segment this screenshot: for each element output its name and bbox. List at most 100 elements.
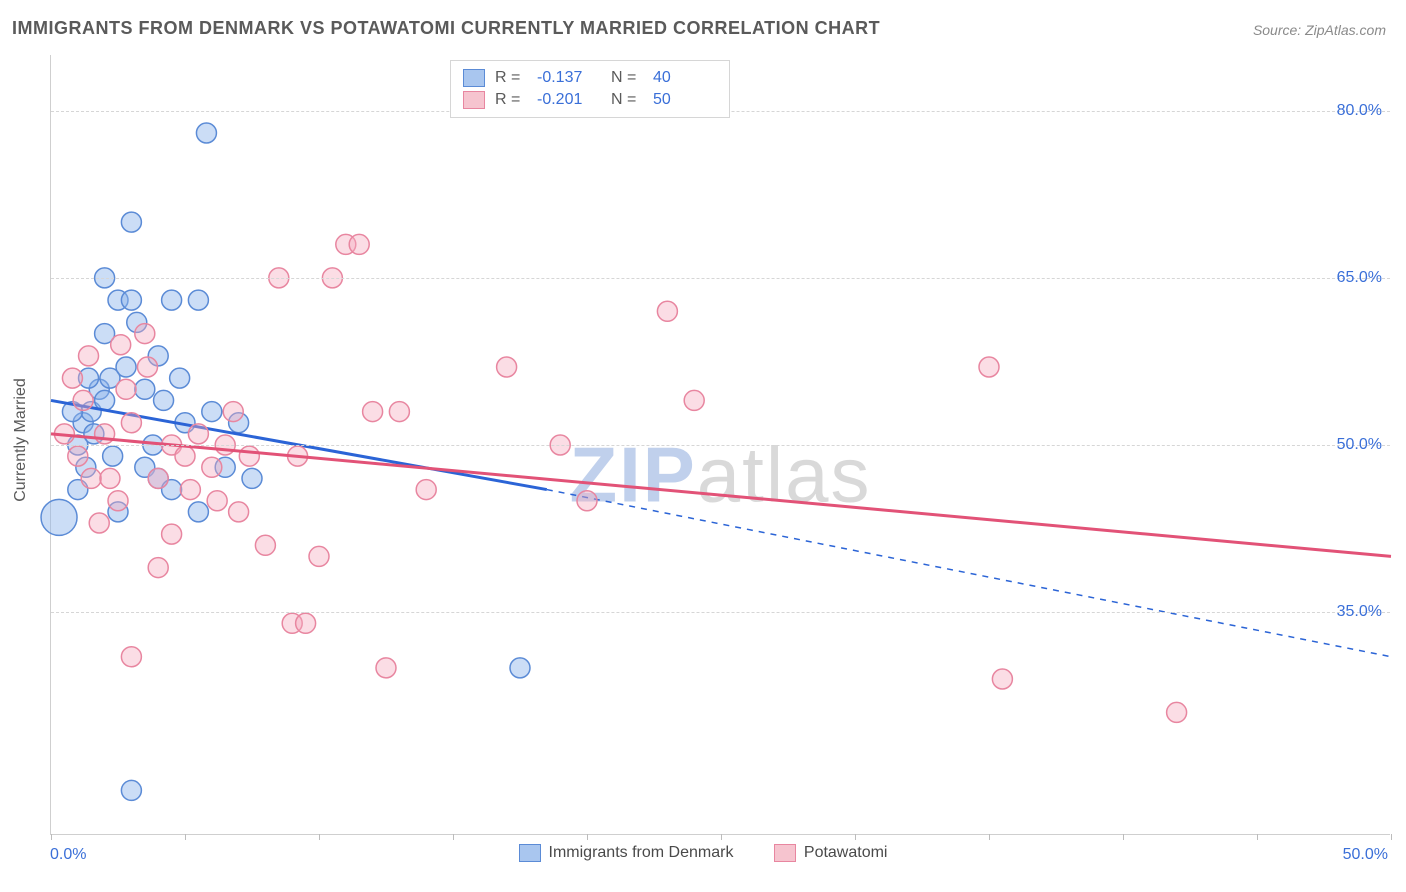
scatter-point — [255, 535, 275, 555]
gridline — [51, 278, 1390, 279]
x-axis-max-label: 50.0% — [1343, 846, 1388, 864]
n-label: N = — [611, 69, 643, 87]
scatter-point — [180, 480, 200, 500]
x-tick-mark — [1257, 834, 1258, 840]
scatter-point — [103, 446, 123, 466]
scatter-point — [202, 457, 222, 477]
r-value-denmark: -0.137 — [537, 69, 601, 87]
scatter-point — [121, 780, 141, 800]
scatter-point — [137, 357, 157, 377]
swatch-potawatomi — [463, 91, 485, 109]
x-tick-mark — [989, 834, 990, 840]
r-label: R = — [495, 69, 527, 87]
scatter-point — [188, 290, 208, 310]
scatter-point — [684, 390, 704, 410]
swatch-denmark-icon — [519, 844, 541, 862]
x-tick-mark — [721, 834, 722, 840]
swatch-denmark — [463, 69, 485, 87]
scatter-point — [188, 424, 208, 444]
scatter-point — [170, 368, 190, 388]
scatter-point — [111, 335, 131, 355]
y-tick-label: 50.0% — [1337, 436, 1382, 454]
trend-line — [51, 434, 1391, 557]
scatter-point — [577, 491, 597, 511]
x-tick-mark — [587, 834, 588, 840]
trend-line-extension — [547, 490, 1391, 657]
scatter-point — [992, 669, 1012, 689]
scatter-point — [135, 324, 155, 344]
source-label: Source: ZipAtlas.com — [1253, 22, 1386, 38]
legend-label-potawatomi: Potawatomi — [804, 844, 888, 862]
n-value-potawatomi: 50 — [653, 91, 717, 109]
scatter-point — [162, 290, 182, 310]
y-tick-label: 65.0% — [1337, 269, 1382, 287]
x-axis-min-label: 0.0% — [50, 846, 86, 864]
scatter-point — [223, 402, 243, 422]
x-tick-mark — [1123, 834, 1124, 840]
scatter-point — [148, 468, 168, 488]
x-tick-mark — [453, 834, 454, 840]
r-label: R = — [495, 91, 527, 109]
scatter-point — [657, 301, 677, 321]
scatter-point — [207, 491, 227, 511]
scatter-point — [100, 468, 120, 488]
scatter-point — [309, 546, 329, 566]
scatter-point — [79, 346, 99, 366]
gridline — [51, 445, 1390, 446]
scatter-point — [188, 502, 208, 522]
scatter-point — [175, 446, 195, 466]
y-tick-label: 80.0% — [1337, 102, 1382, 120]
scatter-point — [62, 368, 82, 388]
gridline — [51, 612, 1390, 613]
x-tick-mark — [319, 834, 320, 840]
scatter-point — [389, 402, 409, 422]
legend-row-denmark: R = -0.137 N = 40 — [463, 67, 717, 89]
swatch-potawatomi-icon — [774, 844, 796, 862]
y-tick-label: 35.0% — [1337, 603, 1382, 621]
scatter-point — [116, 379, 136, 399]
scatter-point — [979, 357, 999, 377]
scatter-point — [510, 658, 530, 678]
scatter-point — [376, 658, 396, 678]
x-tick-mark — [855, 834, 856, 840]
scatter-point — [81, 468, 101, 488]
scatter-point — [89, 513, 109, 533]
scatter-point — [68, 446, 88, 466]
scatter-point — [363, 402, 383, 422]
n-value-denmark: 40 — [653, 69, 717, 87]
legend-correlation: R = -0.137 N = 40 R = -0.201 N = 50 — [450, 60, 730, 118]
scatter-point — [296, 613, 316, 633]
scatter-point — [121, 212, 141, 232]
scatter-point — [116, 357, 136, 377]
scatter-point — [162, 524, 182, 544]
scatter-point — [242, 468, 262, 488]
scatter-point — [497, 357, 517, 377]
n-label: N = — [611, 91, 643, 109]
scatter-point — [108, 491, 128, 511]
legend-item-denmark: Immigrants from Denmark — [519, 844, 734, 862]
legend-item-potawatomi: Potawatomi — [774, 844, 888, 862]
scatter-point — [239, 446, 259, 466]
chart-title: IMMIGRANTS FROM DENMARK VS POTAWATOMI CU… — [12, 18, 880, 39]
scatter-point — [1167, 702, 1187, 722]
scatter-point — [135, 379, 155, 399]
scatter-point — [349, 234, 369, 254]
scatter-point — [202, 402, 222, 422]
legend-row-potawatomi: R = -0.201 N = 50 — [463, 89, 717, 111]
scatter-point — [196, 123, 216, 143]
r-value-potawatomi: -0.201 — [537, 91, 601, 109]
legend-series: Immigrants from Denmark Potawatomi — [0, 844, 1406, 867]
x-tick-mark — [185, 834, 186, 840]
scatter-point — [416, 480, 436, 500]
legend-label-denmark: Immigrants from Denmark — [549, 844, 734, 862]
x-tick-mark — [1391, 834, 1392, 840]
y-axis-title: Currently Married — [12, 378, 30, 502]
scatter-point — [148, 558, 168, 578]
scatter-point — [229, 502, 249, 522]
scatter-point — [121, 647, 141, 667]
scatter-point — [154, 390, 174, 410]
scatter-point — [73, 390, 93, 410]
scatter-point — [121, 290, 141, 310]
plot-area: ZIPatlas 35.0%50.0%65.0%80.0% — [50, 55, 1390, 835]
scatter-point — [41, 499, 77, 535]
